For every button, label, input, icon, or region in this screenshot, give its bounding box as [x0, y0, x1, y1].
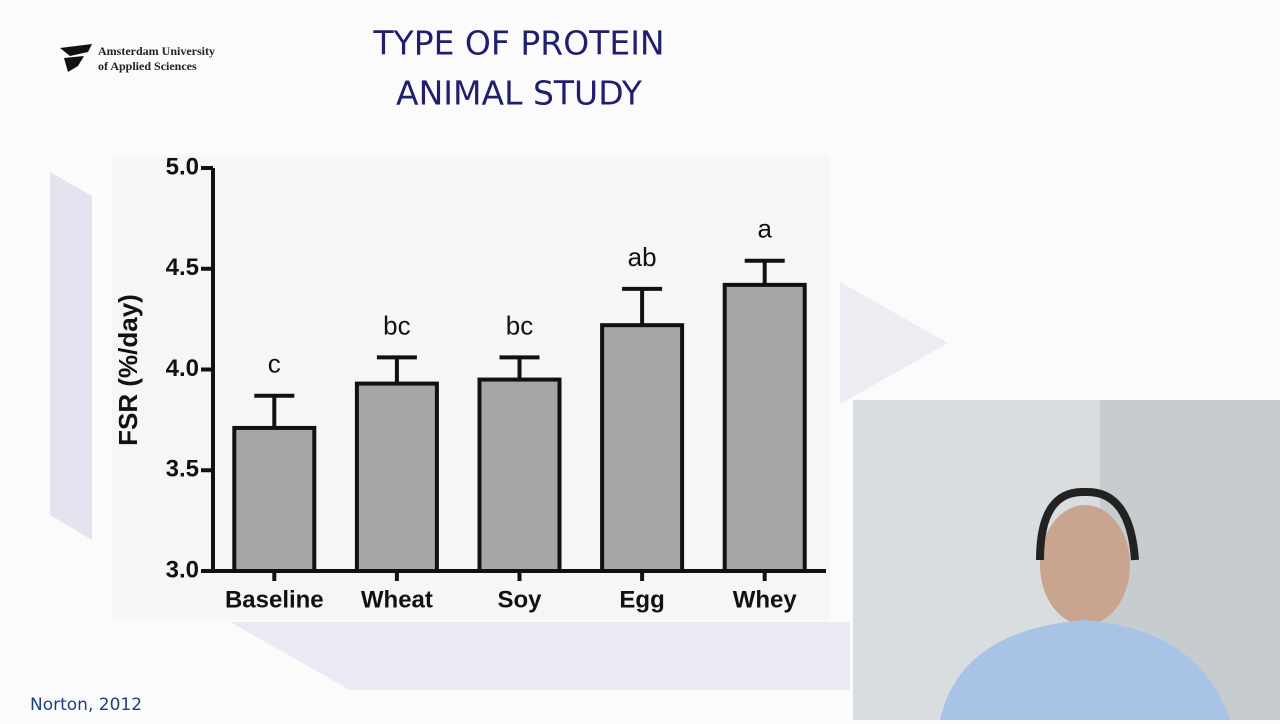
y-tick-label: 3.0 [166, 556, 199, 583]
x-tick-label: Baseline [225, 586, 324, 613]
logo-text: of Applied Sciences [98, 59, 197, 73]
significance-label: a [757, 214, 772, 244]
x-tick-label: Wheat [361, 586, 433, 613]
logo-text: Amsterdam University [98, 44, 215, 58]
y-tick-label: 4.0 [166, 355, 199, 382]
significance-label: c [268, 349, 281, 379]
y-tick-label: 3.5 [166, 456, 199, 483]
x-tick-label: Egg [619, 586, 664, 613]
decor [230, 622, 850, 690]
decor [50, 172, 92, 540]
bar [232, 425, 317, 573]
x-tick-label: Whey [733, 586, 798, 613]
bar [477, 377, 562, 574]
webcam [853, 400, 1280, 720]
significance-label: ab [628, 242, 657, 272]
bar [722, 282, 807, 573]
significance-label: bc [506, 310, 533, 340]
y-axis-label: FSR (%/day) [113, 294, 143, 446]
x-tick-label: Soy [497, 586, 542, 613]
citation: Norton, 2012 [30, 695, 142, 715]
significance-label: bc [383, 310, 410, 340]
slide-title: TYPE OF PROTEIN [372, 24, 664, 63]
bar [354, 381, 439, 574]
bar [600, 323, 685, 574]
y-tick-label: 5.0 [166, 153, 199, 180]
logo-mark [60, 44, 92, 72]
y-tick-label: 4.5 [166, 254, 199, 281]
decor [840, 282, 948, 404]
chart-bg [112, 156, 830, 620]
slide-title: ANIMAL STUDY [396, 74, 643, 113]
